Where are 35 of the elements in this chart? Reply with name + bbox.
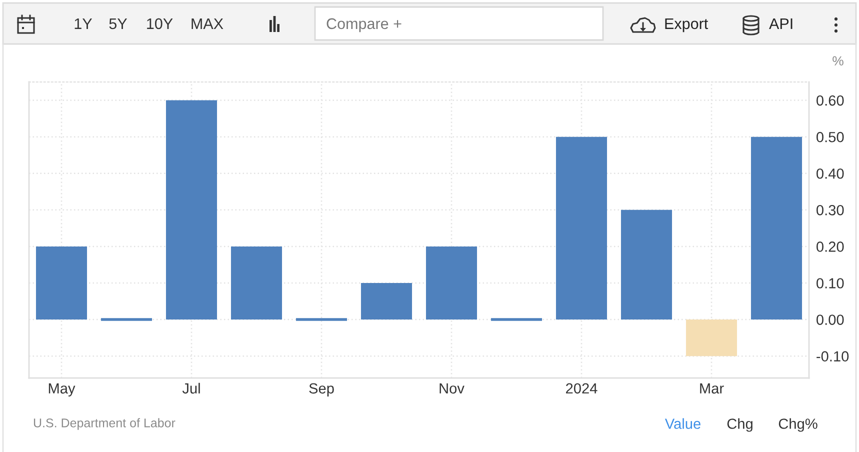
y-tick-label: 0.00 — [816, 314, 844, 325]
bar — [36, 246, 88, 320]
bar — [166, 100, 218, 320]
y-tick-label: 0.10 — [816, 278, 844, 288]
bar — [750, 136, 802, 320]
y-tick-label: 0.40 — [816, 168, 844, 179]
text: Chg% — [778, 418, 818, 432]
x-tick-label: Mar — [700, 383, 724, 394]
text: Chg — [727, 418, 752, 432]
text: API — [769, 18, 792, 29]
text: MAX — [192, 18, 224, 29]
y-tick-label: 0.60 — [816, 95, 844, 106]
text: 10Y — [147, 18, 173, 30]
text: 1Y — [74, 18, 92, 29]
bar — [426, 246, 478, 320]
y-tick-label: -0.10 — [816, 351, 849, 362]
text: U.S. Department of Labor — [34, 418, 176, 430]
x-tick-label: Jul — [182, 382, 200, 394]
x-tick-label: 2024 — [566, 383, 598, 394]
bar — [360, 282, 412, 320]
x-tick-label: May — [48, 383, 76, 396]
y-tick-label: 0.50 — [816, 132, 844, 142]
text: Value — [664, 418, 700, 429]
text: 5Y — [109, 18, 128, 30]
y-tick-label: 0.20 — [816, 242, 844, 252]
y-axis-title: % — [832, 56, 844, 66]
y-tick-label: 0.30 — [816, 205, 844, 216]
bar — [686, 320, 738, 356]
bar — [230, 246, 282, 320]
bar — [556, 136, 608, 320]
x-tick-label: Sep — [309, 383, 334, 396]
x-tick-label: Nov — [440, 383, 464, 394]
text: Compare + — [326, 18, 402, 32]
text: Export — [665, 18, 708, 32]
bar — [620, 210, 672, 320]
